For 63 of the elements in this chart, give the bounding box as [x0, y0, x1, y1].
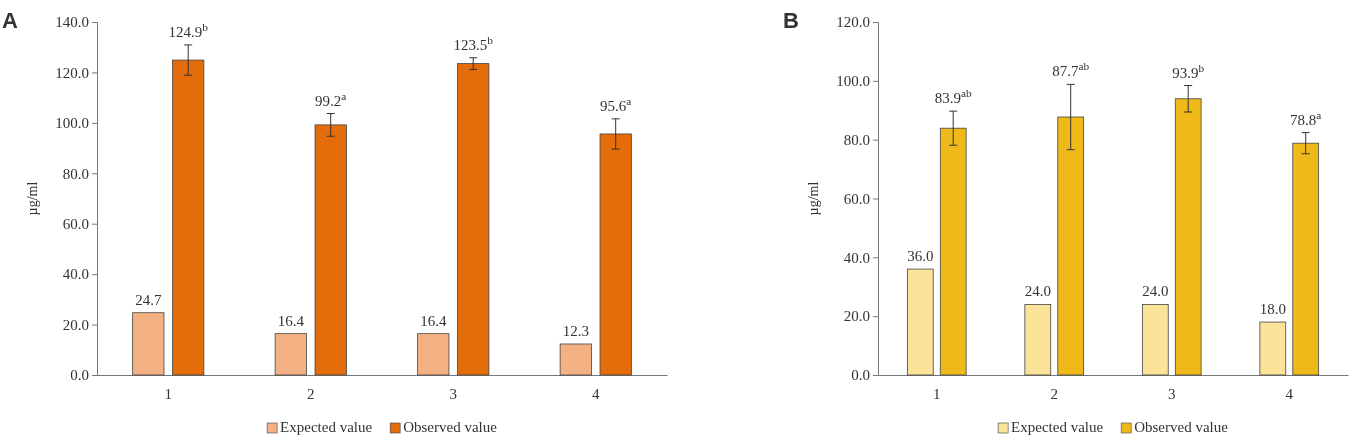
y-tick-label: 0.0	[851, 367, 870, 384]
data-label: 99.2$^{a}$	[315, 89, 347, 109]
bar	[1259, 321, 1287, 376]
bar	[132, 312, 165, 376]
chart-title: A	[2, 8, 18, 33]
bar	[1141, 304, 1169, 376]
x-tick-label: 2	[1050, 386, 1058, 402]
legend-label: Expected value	[280, 419, 373, 435]
data-label: 95.6$^{a}$	[600, 94, 632, 114]
bar	[457, 63, 490, 376]
bar	[1174, 98, 1202, 376]
data-label: 87.7$^{ab}$	[1052, 60, 1090, 80]
bar	[417, 333, 450, 376]
data-label: 78.8$^{a}$	[1290, 108, 1322, 128]
y-tick-label: 0.0	[70, 367, 89, 384]
y-tick-label: 100.0	[55, 115, 89, 132]
x-tick-label: 1	[933, 386, 941, 402]
bar	[274, 333, 307, 376]
y-tick-label: 20.0	[843, 308, 870, 325]
y-tick-label: 120.0	[55, 64, 89, 81]
y-tick-label: 120.0	[836, 14, 870, 31]
data-label: 24.7	[135, 291, 162, 308]
legend-label: Observed value	[1134, 419, 1229, 435]
bar	[939, 127, 967, 376]
bar	[314, 124, 347, 376]
bar	[1024, 304, 1052, 376]
data-label: 124.9$^{b}$	[168, 20, 209, 40]
y-axis-title: µg/ml	[25, 181, 40, 216]
y-tick-label: 40.0	[62, 266, 89, 283]
data-label: 36.0	[907, 248, 934, 265]
data-label: 12.3	[562, 322, 589, 339]
y-tick-label: 60.0	[843, 190, 870, 207]
x-tick-label: 3	[1168, 386, 1176, 402]
y-tick-label: 80.0	[843, 131, 870, 148]
x-tick-label: 1	[164, 386, 172, 402]
x-tick-label: 4	[592, 386, 600, 402]
data-label: 93.9$^{b}$	[1172, 61, 1205, 81]
x-tick-label: 2	[307, 386, 315, 402]
data-label: 16.4	[420, 312, 447, 329]
data-label: 16.4	[277, 312, 305, 329]
bar	[1057, 116, 1085, 376]
y-tick-label: 20.0	[62, 316, 89, 333]
data-label: 83.9$^{ab}$	[934, 87, 973, 107]
y-tick-label: 100.0	[836, 73, 870, 90]
bar	[906, 268, 934, 376]
data-label: 24.0	[1024, 283, 1051, 300]
bar	[599, 133, 632, 376]
y-tick-label: 40.0	[843, 249, 870, 266]
bar	[1292, 142, 1320, 376]
x-tick-label: 3	[449, 386, 457, 402]
data-label: 24.0	[1142, 283, 1169, 300]
bar	[559, 343, 592, 376]
y-axis-title: µg/ml	[806, 181, 821, 216]
y-tick-label: 140.0	[55, 14, 89, 31]
data-label: 123.5$^{b}$	[453, 33, 494, 53]
legend-label: Observed value	[403, 419, 498, 435]
legend-label: Expected value	[1011, 419, 1104, 435]
y-tick-label: 60.0	[62, 216, 89, 233]
x-tick-label: 4	[1285, 386, 1294, 402]
bar	[172, 59, 205, 376]
y-tick-label: 80.0	[62, 165, 89, 182]
chart-title: B	[783, 8, 799, 33]
data-label: 18.0	[1259, 301, 1286, 318]
